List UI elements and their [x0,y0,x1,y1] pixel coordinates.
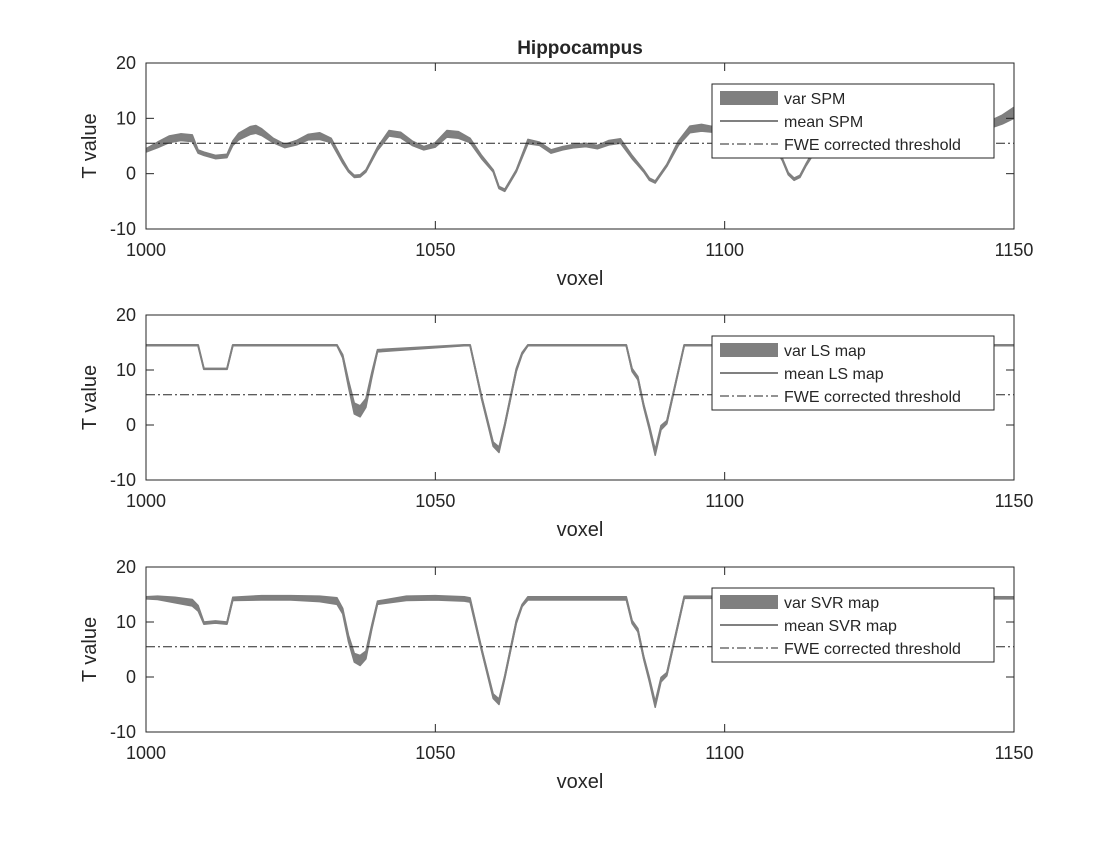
x-tick-label: 1000 [126,491,166,511]
x-tick-label: 1050 [415,491,455,511]
legend-label: FWE corrected threshold [784,389,961,406]
mean-line [146,596,1014,706]
subplot-1: 1000 1050 1100 1150 -10 0 10 20 voxel T value var … [79,53,1033,290]
subplot-2: 1000 1050 1100 1150 -10 0 10 20 voxel T value var … [79,305,1033,541]
mean-line [146,111,1014,192]
y-tick-label: -10 [110,470,136,490]
legend-label: var SPM [784,91,845,108]
legend-label: FWE corrected threshold [784,137,961,154]
y-axis-label: T value [79,617,101,682]
y-tick-label: 20 [116,53,136,73]
plot-area [146,106,1014,193]
plot-area [146,343,1014,457]
x-tick-label: 1000 [126,240,166,260]
subplot-3: 1000 1050 1100 1150 -10 0 10 20 voxel T value var … [79,557,1033,793]
y-tick-label: -10 [110,722,136,742]
y-tick-label: -10 [110,219,136,239]
x-axis-label: voxel [557,268,604,290]
legend-swatch-band [720,91,778,105]
x-tick-label: 1100 [705,743,744,763]
legend-label: FWE corrected threshold [784,641,961,658]
legend-swatch-band [720,595,778,609]
x-tick-label: 1150 [995,240,1034,260]
y-tick-label: 20 [116,557,136,577]
y-tick-label: 0 [126,667,136,687]
y-tick-label: 10 [116,612,136,632]
x-tick-label: 1100 [705,240,744,260]
legend: var SPM mean SPM FWE corrected threshold [711,83,995,159]
legend-swatch-band [720,343,778,357]
axes-box [145,62,1015,230]
y-tick-label: 20 [116,305,136,325]
y-tick-label: 0 [126,164,136,184]
x-tick-label: 1050 [415,743,455,763]
x-tick-label: 1150 [995,491,1034,511]
x-axis-label: voxel [557,519,604,541]
x-tick-label: 1150 [995,743,1034,763]
legend: var SVR map mean SVR map FWE corrected thr… [711,587,995,663]
y-tick-label: 10 [116,360,136,380]
y-axis-label: T value [79,113,101,178]
mean-line [146,344,1014,454]
plot-area [146,594,1014,709]
legend-label: var LS map [784,343,866,360]
legend-label: mean SPM [784,114,863,131]
x-tick-label: 1100 [705,491,744,511]
axes-box [145,314,1015,481]
y-tick-label: 10 [116,108,136,128]
y-tick-label: 0 [126,415,136,435]
x-axis-label: voxel [557,771,604,793]
legend-label: mean LS map [784,366,884,383]
legend-label: var SVR map [784,595,879,612]
legend-label: mean SVR map [784,618,897,635]
x-tick-label: 1050 [415,240,455,260]
x-tick-label: 1000 [126,743,166,763]
axes-box [145,566,1015,733]
figure-title: Hippocampus [517,38,643,59]
y-axis-label: T value [79,365,101,430]
legend: var LS map mean LS map FWE corrected thres… [711,335,995,411]
